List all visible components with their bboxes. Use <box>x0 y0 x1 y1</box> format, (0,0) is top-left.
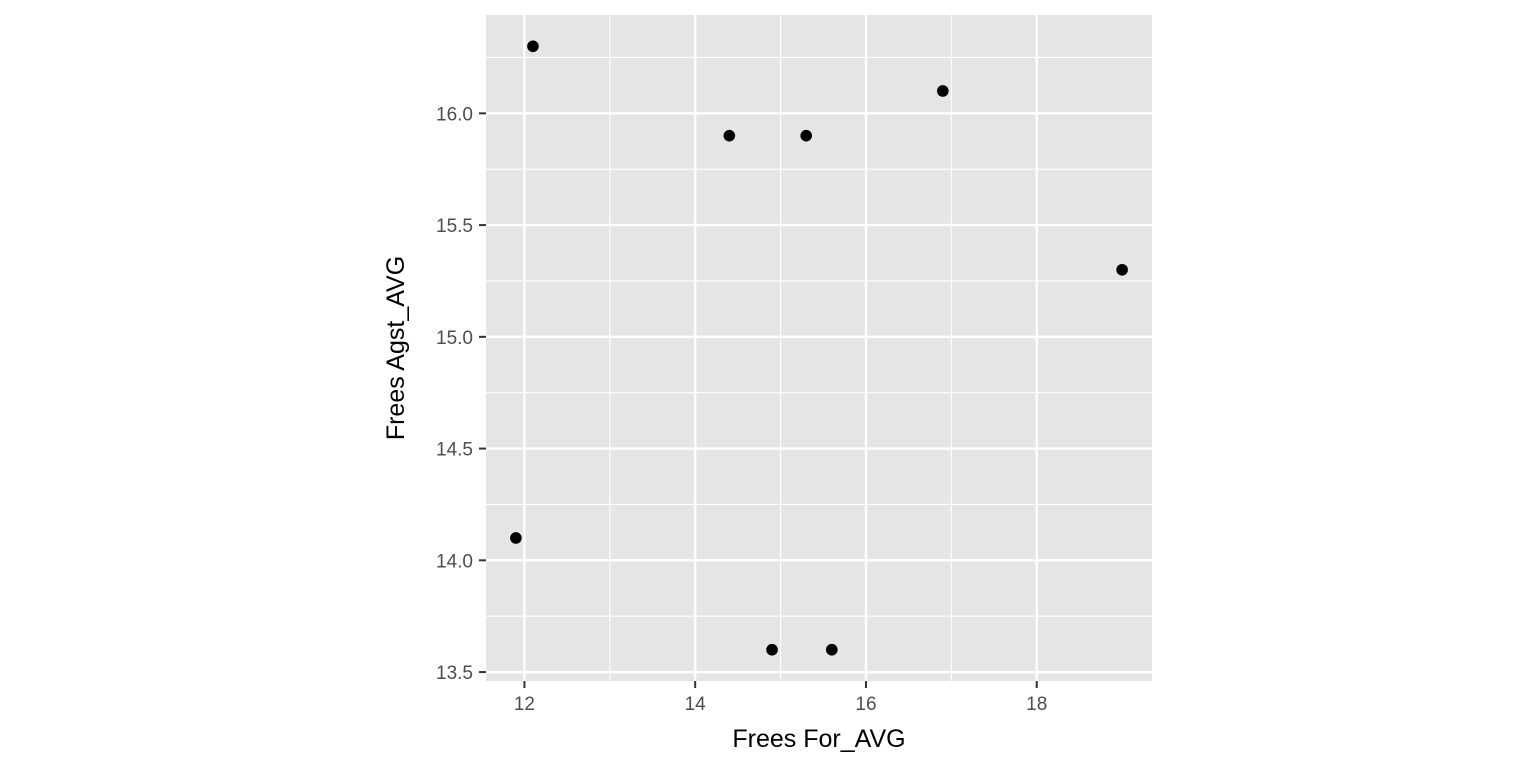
y-axis-title: Frees Agst_AVG <box>382 256 410 440</box>
x-tick-label: 14 <box>685 694 707 715</box>
data-point <box>723 129 736 142</box>
minor-gridlines <box>486 15 1152 681</box>
data-point <box>510 532 522 544</box>
y-tick-label: 14.5 <box>436 440 473 461</box>
data-point <box>826 643 838 656</box>
x-tick-label: 16 <box>855 694 876 715</box>
major-gridlines <box>486 15 1152 681</box>
y-tick-label: 13.5 <box>436 663 473 684</box>
y-axis-ticks: 13.5 14.0 14.5 15.0 15.5 16.0 <box>436 104 486 684</box>
x-axis-ticks: 12 14 16 18 <box>514 681 1047 715</box>
y-tick-label: 14.0 <box>436 551 473 572</box>
x-axis-title: Frees For_AVG <box>732 725 905 753</box>
data-point <box>937 85 949 97</box>
plot-panel <box>486 15 1152 681</box>
x-tick-label: 12 <box>514 694 535 715</box>
data-point <box>766 643 778 656</box>
x-tick-label: 18 <box>1026 694 1047 715</box>
y-tick-label: 16.0 <box>436 104 473 125</box>
data-point <box>527 40 539 53</box>
data-point <box>1116 263 1128 276</box>
data-point <box>800 129 812 142</box>
y-tick-label: 15.5 <box>436 216 473 237</box>
data-points <box>510 40 1128 656</box>
y-tick-label: 15.0 <box>436 328 473 349</box>
